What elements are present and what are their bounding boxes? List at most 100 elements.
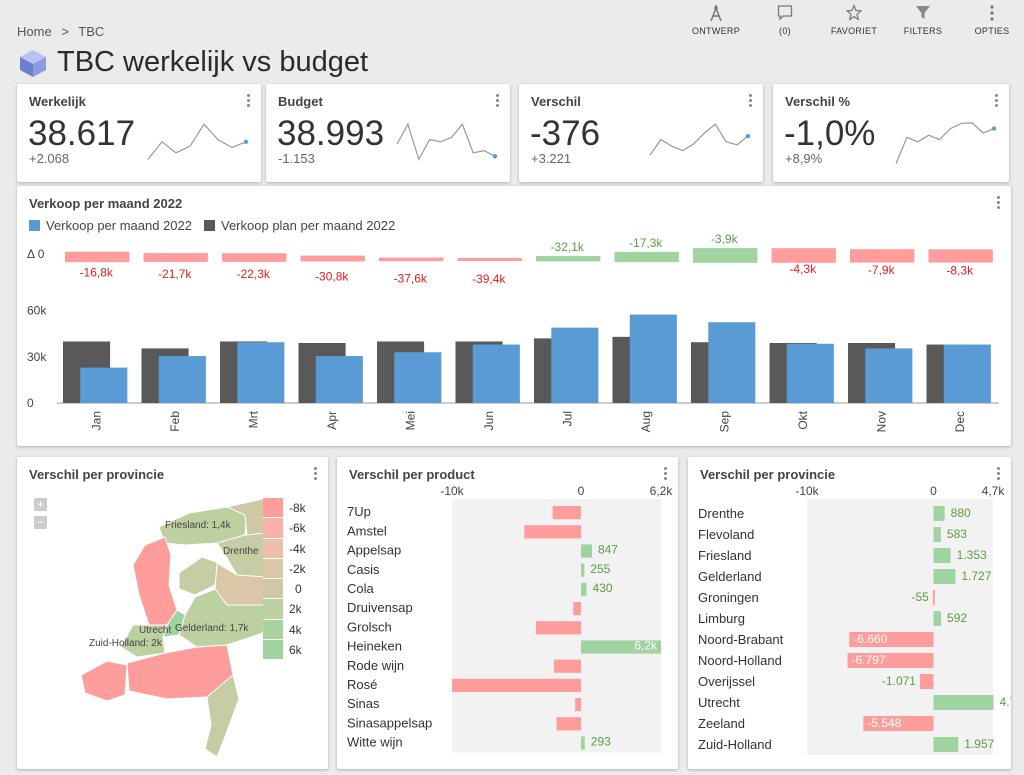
category-label: Flevoland — [698, 527, 754, 542]
kpi-sparkline — [396, 122, 498, 161]
bar-actual — [865, 348, 913, 403]
category-label: Utrecht — [698, 695, 740, 710]
axis-label: -10k — [440, 484, 464, 498]
kpi-sparkline — [649, 123, 751, 156]
legend-item-plan[interactable]: Verkoop plan per maand 2022 — [204, 218, 395, 233]
product-variance-card: Verschil per product -10k 0 6,2k 7Up Amstel A… — [337, 457, 678, 769]
breadcrumb-home[interactable]: Home — [17, 24, 52, 39]
kpi-delta: -1.153 — [278, 151, 315, 166]
category-label: Groningen — [698, 590, 759, 605]
x-tick-label: Jul — [560, 411, 574, 426]
breadcrumb-separator: > — [61, 24, 69, 39]
comments-button[interactable]: (0) — [753, 4, 817, 36]
variance-bar — [933, 527, 941, 542]
bar-actual — [551, 327, 599, 403]
card-menu-icon[interactable] — [997, 196, 1001, 209]
sparkline-last-point — [745, 133, 751, 139]
card-menu-icon[interactable] — [749, 94, 753, 107]
value-label: 1.353 — [957, 548, 987, 562]
favoriet-button[interactable]: FAVORIET — [822, 4, 886, 36]
x-tick-label: Mei — [403, 411, 417, 430]
variance-bar — [933, 569, 956, 584]
page-header: TBC werkelijk vs budget — [17, 46, 368, 79]
card-menu-icon[interactable] — [314, 467, 318, 480]
category-label: Sinasappelsap — [347, 715, 432, 730]
legend-label: -8k — [289, 501, 306, 515]
variance-label: -17,3k — [629, 236, 663, 250]
variance-bar — [933, 737, 959, 752]
variance-bar — [581, 582, 587, 596]
chart-title: Verschil per provincie — [700, 467, 836, 482]
star-icon — [846, 4, 862, 21]
card-menu-icon[interactable] — [997, 467, 1001, 480]
variance-bar — [300, 255, 365, 262]
zoom-out-button[interactable]: − — [34, 516, 47, 529]
variance-bar — [524, 525, 582, 539]
axis-label: 0 — [930, 484, 937, 498]
category-label: Rode wijn — [347, 658, 404, 673]
variance-bar — [452, 678, 582, 692]
card-menu-icon[interactable] — [496, 94, 500, 107]
map-legend: -8k -6k -4k -2k 0 2k 4k 6k — [263, 498, 323, 660]
x-tick-label: Mrt — [246, 410, 260, 428]
variance-bar — [928, 249, 993, 263]
variance-bar — [581, 736, 585, 750]
legend-swatch — [263, 518, 283, 539]
netherlands-map[interactable] — [67, 485, 267, 765]
bar-actual — [629, 314, 677, 403]
category-label: Overijssel — [698, 674, 755, 689]
variance-label: -7,9k — [868, 263, 896, 277]
ontwerp-button[interactable]: ONTWERP — [684, 4, 748, 36]
map-label-zuid-holland: Zuid-Holland: 2k — [89, 638, 162, 649]
sparkline-path — [396, 122, 496, 161]
sparkline-last-point — [991, 126, 997, 131]
legend-label: -6k — [289, 521, 306, 536]
more-vertical-icon — [990, 5, 994, 21]
legend-item-actual[interactable]: Verkoop per maand 2022 — [29, 218, 192, 233]
value-label: 6,2k — [634, 639, 658, 653]
axis-label: 0 — [578, 484, 585, 498]
x-tick-label: Dec — [953, 411, 967, 432]
value-label: -1.071 — [882, 674, 916, 688]
bar-actual — [943, 344, 991, 403]
x-tick-label: Feb — [168, 411, 182, 432]
province-chart: -10k 0 4,7k Drenthe 880 Flevoland 583 Friesland… — [698, 484, 1011, 755]
sparkline-last-point — [243, 139, 249, 144]
axis-label: 6,2k — [650, 484, 674, 498]
sparkline-path — [147, 123, 247, 160]
filters-button[interactable]: FILTERS — [891, 4, 955, 36]
kpi-title: Verschil % — [785, 94, 851, 109]
variance-bar — [536, 255, 601, 262]
card-menu-icon[interactable] — [995, 94, 999, 107]
variance-bar — [849, 632, 934, 647]
kpi-value: 38.993 — [277, 114, 385, 153]
card-menu-icon[interactable] — [664, 467, 668, 480]
bar-actual — [315, 356, 363, 403]
card-menu-icon[interactable] — [247, 94, 251, 107]
value-label: 592 — [947, 611, 967, 625]
category-label: Heineken — [347, 639, 402, 654]
value-label: 430 — [593, 581, 613, 595]
legend-label: 4k — [289, 622, 302, 637]
compass-icon — [710, 5, 722, 22]
category-label: Noord-Holland — [698, 653, 782, 668]
map-region-zeeland — [80, 660, 128, 702]
variance-label: -3,9k — [711, 232, 739, 246]
province-variance-card: Verschil per provincie -10k 0 4,7k Drenthe 8… — [688, 457, 1011, 769]
legend-label: 2k — [289, 602, 302, 617]
opties-label: OPTIES — [974, 26, 1010, 36]
variance-bar — [863, 716, 934, 731]
variance-bar — [379, 257, 444, 262]
value-label: -55 — [911, 590, 929, 604]
x-tick-label: Okt — [796, 410, 810, 429]
opties-button[interactable]: OPTIES — [960, 4, 1024, 36]
variance-label: -8,3k — [946, 263, 974, 277]
category-label: Zuid-Holland — [698, 737, 772, 752]
map-label-gelderland: Gelderland: 1,7k — [175, 623, 249, 634]
zoom-in-button[interactable]: + — [34, 498, 47, 511]
kpi-value: -376 — [530, 114, 601, 153]
variance-bar — [222, 253, 287, 262]
legend-label: -4k — [289, 541, 306, 556]
kpi-card-verschil: Verschil -376 +3.221 — [519, 84, 763, 182]
category-label: Appelsap — [347, 543, 401, 558]
